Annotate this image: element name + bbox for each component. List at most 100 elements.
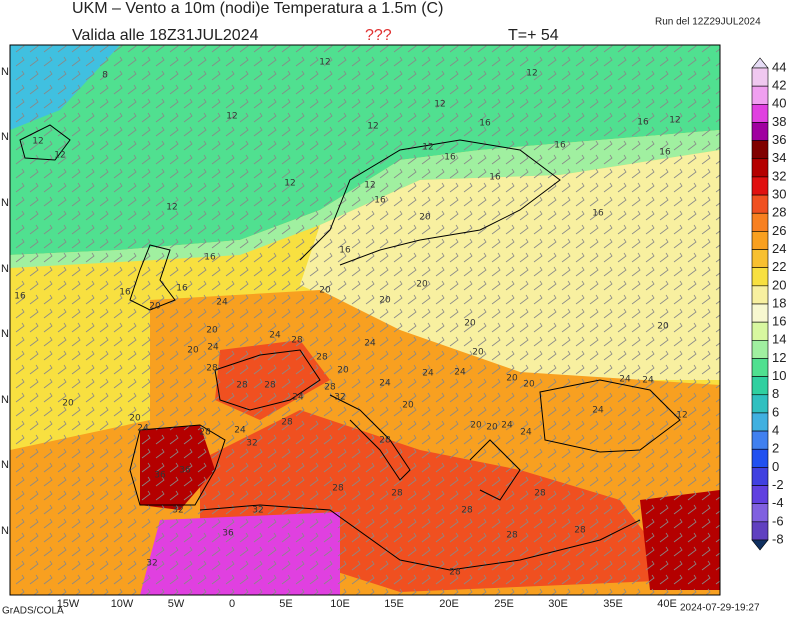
contour-label: 20 [206,326,218,336]
contour-label: 36 [154,471,166,481]
lon-label: 20E [439,598,459,610]
contour-label: 24 [137,424,149,434]
contour-label: 24 [207,343,219,353]
colorbar-box [751,448,769,468]
colorbar-label: 16 [772,314,786,329]
contour-label: 28 [199,428,211,438]
lat-label: N [1,66,9,78]
contour-label: 24 [454,368,466,378]
lon-label: 5W [168,598,185,610]
contour-label: 28 [264,381,276,391]
colorbar-box [751,485,769,504]
contour-label: 20 [379,296,391,306]
colorbar-label: -2 [772,477,784,492]
contour-label: 12 [367,122,378,132]
lon-label: 10E [330,598,350,610]
lon-label: 35E [603,598,623,610]
colorbar-arrow-top [751,57,769,69]
colorbar-box [751,412,769,432]
contour-label: 16 [489,173,501,183]
contour-label: 32 [246,439,257,449]
lat-label: N [1,394,9,406]
colorbar-box [751,176,769,196]
contour-label: 20 [486,423,498,433]
contour-label: 32 [334,393,345,403]
contour-label: 32 [146,559,157,569]
contour-label: 12 [676,411,687,421]
colorbar-box [751,85,769,105]
contour-label: 20 [187,346,199,356]
lon-label: 5E [279,598,292,610]
colorbar-box [751,521,769,541]
lon-label: 40E [657,598,677,610]
colorbar-label: 14 [772,332,786,347]
colorbar-label: 10 [772,368,786,383]
colorbar-box [751,430,769,450]
colorbar-label: 38 [772,114,786,129]
colorbar-label: 12 [772,350,786,365]
contour-label: 12 [434,100,445,110]
contour-label: 28 [206,364,218,374]
contour-label: 28 [291,336,303,346]
contour-label: 24 [234,426,246,436]
contour-label: 12 [526,69,537,79]
colorbar-box [751,249,769,268]
contour-label: 12 [226,112,237,122]
contour-label: 16 [176,284,188,294]
contour-label: 24 [619,375,631,385]
colorbar-label: 42 [772,78,786,93]
contour-label: 24 [501,421,513,431]
contour-label: 20 [62,399,74,409]
lat-label: N [1,328,9,340]
contour-label: 20 [149,302,161,312]
footer-left: GrADS/COLA [2,606,64,617]
colorbar-box [751,358,769,377]
colorbar-box [751,122,769,141]
contour-label: 16 [374,196,386,206]
colorbar-label: 8 [772,386,779,401]
contour-label: 24 [592,406,604,416]
contour-label: 12 [319,58,330,68]
contour-label: 20 [337,366,349,376]
contour-label: 36 [222,529,234,539]
contour-label: 12 [32,137,43,147]
contour-label: 12 [54,151,65,161]
contour-label: 16 [659,148,671,158]
footer-right: 2024-07-29-19:27 [680,603,760,614]
contour-label: 24 [422,369,434,379]
contour-label: 28 [506,531,518,541]
lat-label: N [1,525,9,537]
lon-label: 0 [229,598,235,610]
run-info: Run del 12Z29JUL2024 [655,17,761,28]
contour-label: 24 [642,376,654,386]
contour-label: 20 [129,414,141,424]
contour-label: 16 [204,253,216,263]
colorbar-box [751,212,769,232]
contour-label: 12 [166,203,177,213]
colorbar-box [751,140,769,160]
colorbar-label: -4 [772,495,784,510]
colorbar-label: 22 [772,259,786,274]
colorbar-label: 6 [772,404,779,419]
lon-label: 30E [548,598,568,610]
contour-label: 16 [554,141,566,151]
colorbar-label: 44 [772,59,786,74]
contour-label: 28 [574,526,586,536]
map-field: 8 12 12 12 12 12 16 16 12 12 12 12 16 16 16 12 12 16 16 12 2… [10,45,720,595]
lon-label: 15E [384,598,404,610]
contour-label: 28 [236,381,248,391]
contour-label: 20 [657,322,669,332]
colorbar-label: 0 [772,459,779,474]
lon-label: 10W [111,598,134,610]
lat-label: N [1,131,9,143]
colorbar-label: 24 [772,241,786,256]
colorbar-label: 26 [772,223,786,238]
colorbar-label: 28 [772,205,786,220]
contour-label: 24 [292,393,304,403]
lat-label: N [1,197,9,209]
contour-label: 20 [416,280,428,290]
contour-label: 20 [419,213,431,223]
forecast-step: T=+ 54 [508,27,559,44]
colorbar-box [751,67,769,87]
